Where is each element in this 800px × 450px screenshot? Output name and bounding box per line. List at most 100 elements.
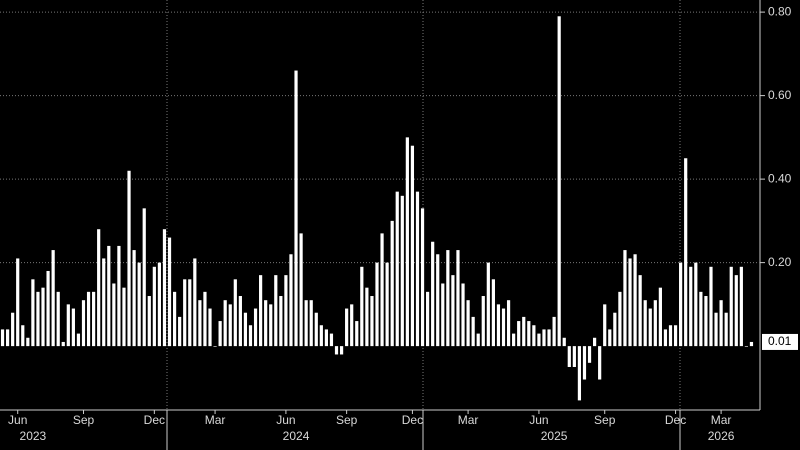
x-tick-label: Dec — [144, 413, 165, 427]
bar — [26, 337, 30, 347]
bar — [582, 346, 587, 380]
bar — [663, 329, 668, 347]
x-tick-label: Mar — [205, 413, 226, 427]
bar — [41, 287, 45, 347]
bar — [375, 262, 379, 347]
bar — [324, 329, 328, 347]
bar — [319, 325, 323, 347]
bar — [623, 250, 627, 347]
year-label: 2026 — [708, 429, 735, 443]
bar — [532, 325, 536, 347]
bar — [431, 241, 435, 347]
bar — [238, 296, 242, 347]
bar — [86, 291, 91, 347]
bar — [567, 346, 571, 367]
bar — [714, 312, 718, 347]
bar — [299, 233, 303, 347]
bar — [274, 275, 278, 347]
bar — [598, 346, 602, 380]
bar — [228, 304, 232, 347]
bar — [572, 346, 576, 367]
bar — [259, 275, 263, 347]
bar — [162, 229, 167, 347]
bar — [188, 279, 192, 347]
bar — [592, 337, 597, 347]
bar — [689, 266, 693, 347]
bar — [167, 237, 172, 347]
bar — [506, 300, 511, 347]
bar — [694, 262, 698, 347]
bar — [522, 316, 526, 347]
bar — [613, 312, 617, 347]
bar — [350, 304, 354, 347]
year-label: 2025 — [541, 429, 568, 443]
bar — [451, 275, 455, 347]
x-tick-label: Jun — [8, 413, 27, 427]
bar — [739, 266, 743, 347]
bar — [512, 333, 516, 347]
bar — [76, 333, 81, 347]
last-value-tag — [762, 333, 798, 350]
bar — [147, 296, 151, 347]
bar — [603, 304, 607, 347]
bar — [248, 325, 253, 347]
bar — [0, 329, 5, 347]
bar — [102, 258, 106, 347]
bar — [243, 312, 248, 347]
bar — [157, 262, 162, 347]
bar — [193, 258, 197, 347]
bar — [436, 254, 440, 347]
bar — [638, 275, 642, 347]
bar — [304, 300, 308, 347]
bar — [203, 291, 207, 347]
x-tick-label: Sep — [73, 413, 95, 427]
bar — [653, 300, 657, 347]
bar — [461, 283, 465, 347]
bar — [476, 333, 480, 347]
y-tick-label: 0.60 — [768, 88, 792, 102]
bar — [684, 158, 688, 347]
bar — [213, 346, 217, 347]
bar — [46, 270, 50, 347]
bar — [132, 250, 136, 347]
bar — [329, 333, 334, 347]
bar — [501, 308, 506, 347]
bar — [400, 195, 404, 347]
bar — [5, 329, 10, 347]
bar — [481, 296, 485, 347]
bar — [724, 312, 728, 347]
bar — [618, 291, 622, 347]
bar — [51, 250, 55, 347]
bar — [673, 325, 678, 347]
bar — [183, 279, 187, 347]
bar — [552, 316, 556, 347]
bar — [107, 245, 111, 347]
bar — [365, 287, 369, 347]
bar — [370, 296, 374, 347]
x-tick-label: Sep — [336, 413, 358, 427]
bar — [415, 191, 420, 347]
x-tick-label: Jun — [276, 413, 295, 427]
bar — [81, 300, 86, 347]
bar — [658, 287, 662, 347]
bar — [61, 341, 65, 347]
bar — [643, 300, 647, 347]
bar — [21, 325, 25, 347]
bar — [284, 275, 288, 347]
bar — [405, 137, 409, 347]
bar — [749, 341, 754, 347]
bar — [269, 304, 273, 347]
bar — [441, 283, 445, 347]
bar — [385, 262, 389, 347]
bar — [537, 333, 541, 347]
bar — [709, 266, 713, 347]
bar — [218, 321, 222, 347]
bar — [294, 70, 298, 347]
bar — [355, 321, 359, 347]
bar — [648, 308, 652, 347]
bar — [446, 250, 450, 347]
bar — [486, 262, 490, 347]
bar — [16, 258, 20, 347]
bar — [587, 346, 592, 363]
bar — [122, 287, 126, 347]
